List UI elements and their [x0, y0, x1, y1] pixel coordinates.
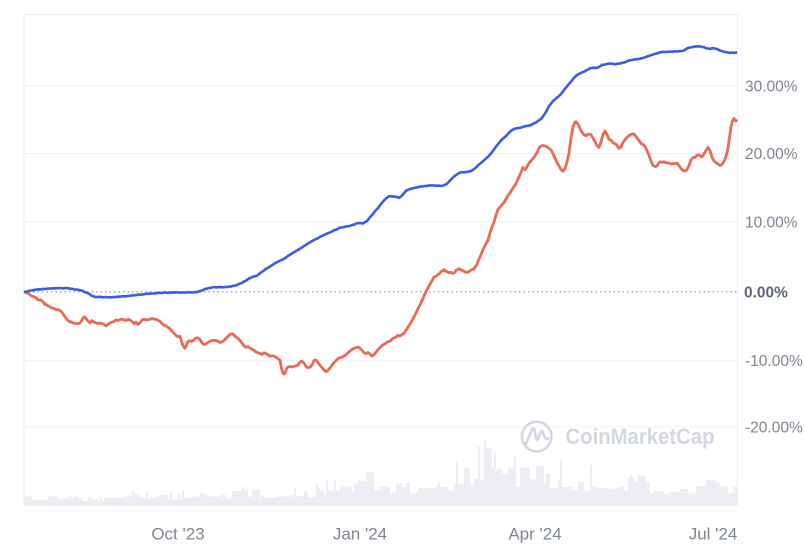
svg-text:Jul '24: Jul '24: [689, 525, 738, 544]
svg-text:0.00%: 0.00%: [744, 284, 788, 301]
svg-text:Oct '23: Oct '23: [151, 525, 204, 544]
svg-text:30.00%: 30.00%: [745, 79, 798, 96]
svg-text:20.00%: 20.00%: [745, 146, 798, 163]
svg-text:Apr '24: Apr '24: [508, 525, 561, 544]
svg-text:10.00%: 10.00%: [745, 215, 798, 232]
svg-text:-10.00%: -10.00%: [745, 353, 803, 370]
svg-text:-20.00%: -20.00%: [745, 419, 803, 436]
svg-text:CoinMarketCap: CoinMarketCap: [566, 424, 715, 449]
svg-text:Jan '24: Jan '24: [333, 525, 387, 544]
